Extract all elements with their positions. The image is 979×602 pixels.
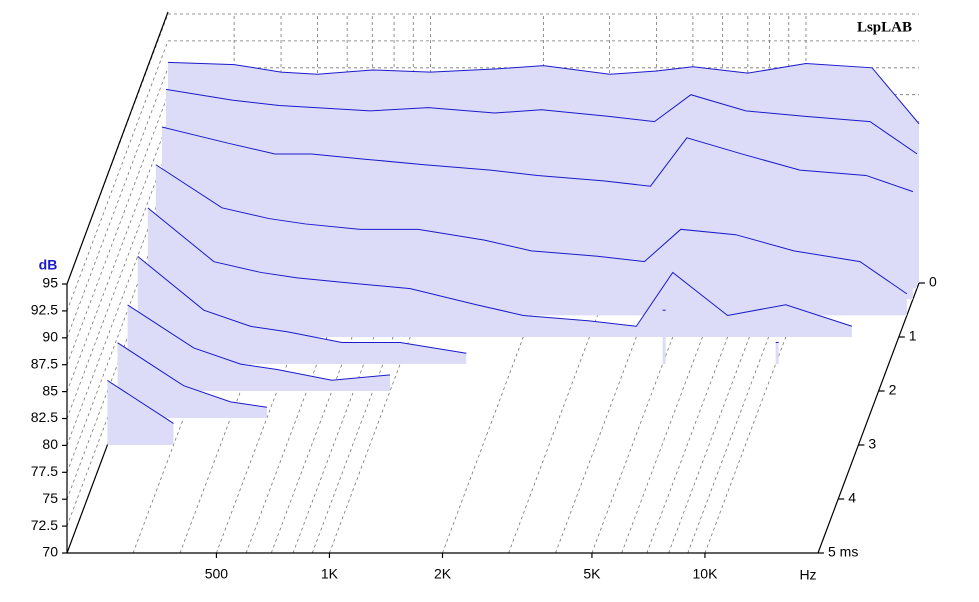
slice-fill	[662, 310, 666, 364]
y-axis-label: dB	[39, 257, 58, 273]
x-tick-label: 500	[205, 566, 229, 582]
slice-line	[137, 256, 467, 354]
slice-fill	[127, 304, 391, 391]
t-tick-label: 1	[909, 328, 917, 344]
y-tick-label: 77.5	[31, 463, 58, 479]
slice-line	[161, 126, 914, 193]
grid-line	[66, 148, 169, 419]
y-tick-label: 82.5	[31, 409, 58, 425]
x-tick-label: 1K	[321, 566, 339, 582]
frame	[66, 282, 920, 554]
slice-fill	[155, 164, 907, 316]
x-tick-label: 10K	[693, 566, 719, 582]
y-tick-label: 92.5	[31, 302, 58, 318]
x-tick-label: 5K	[583, 566, 601, 582]
slice-line	[117, 342, 267, 408]
x-axis-label: Hz	[799, 567, 816, 583]
y-tick-label: 95	[42, 275, 58, 291]
y-tick-label: 70	[42, 544, 58, 560]
grid-line	[66, 67, 169, 338]
slice-fill	[137, 256, 467, 364]
slice-line	[167, 61, 920, 125]
grid-line	[66, 94, 169, 365]
y-tick-label: 90	[42, 329, 58, 345]
slice-line	[155, 164, 908, 295]
slice-fill	[775, 342, 779, 364]
frame	[66, 11, 169, 285]
slice-fill	[117, 342, 267, 418]
slice-line	[127, 304, 391, 381]
slice-fill	[107, 380, 174, 445]
t-tick-label: 4	[848, 490, 856, 506]
slice-fill	[147, 207, 852, 337]
grid-line	[66, 40, 169, 312]
x-tick-label: 2K	[434, 566, 452, 582]
brand: LspLAB	[857, 19, 912, 35]
slice-line	[165, 88, 918, 155]
grid-line	[66, 121, 169, 392]
t-tick-label: 0	[929, 274, 937, 290]
y-tick-label: 85	[42, 382, 58, 398]
t-tick-label: 2	[889, 382, 897, 398]
slice-line	[107, 380, 174, 424]
y-tick-label: 80	[42, 436, 58, 452]
y-tick-label: 87.5	[31, 355, 58, 371]
t-tick-label: 5 ms	[828, 544, 858, 560]
y-tick-label: 75	[42, 490, 58, 506]
slice-line	[147, 207, 853, 327]
t-tick-label: 3	[868, 436, 876, 452]
y-tick-label: 72.5	[31, 517, 58, 533]
